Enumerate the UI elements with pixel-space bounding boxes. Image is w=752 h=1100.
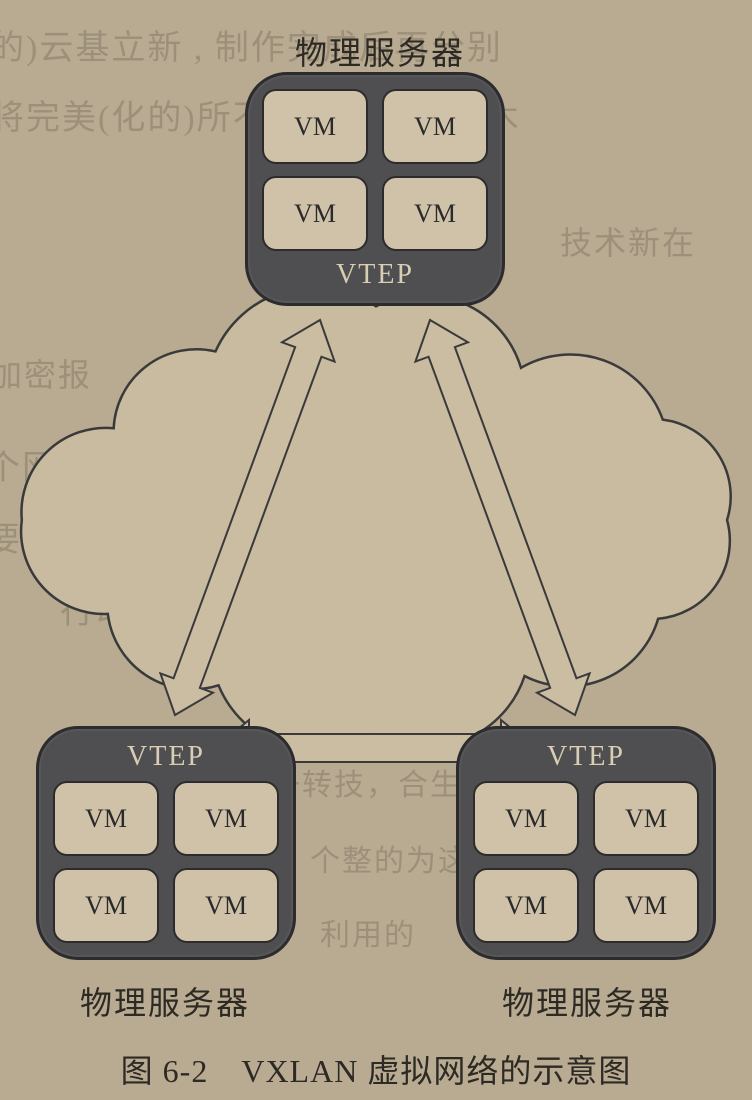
- cloud-shape: [21, 287, 731, 751]
- double-arrow: [149, 310, 347, 724]
- vm-box: VM: [593, 781, 699, 856]
- server-bottom-right: VM VM VM VM VTEP: [456, 726, 716, 960]
- vm-grid: VM VM VM VM: [262, 89, 488, 251]
- vm-grid: VM VM VM VM: [473, 781, 699, 943]
- vtep-label: VTEP: [547, 741, 625, 773]
- vm-box: VM: [173, 781, 279, 856]
- vm-box: VM: [53, 781, 159, 856]
- server-top: VM VM VM VM VTEP: [245, 72, 505, 306]
- vm-box: VM: [173, 868, 279, 943]
- vm-box: VM: [593, 868, 699, 943]
- vm-box: VM: [53, 868, 159, 943]
- server-label-top: 物理服务器: [295, 28, 465, 74]
- connection-arrows: [149, 310, 602, 776]
- vm-box: VM: [382, 89, 488, 164]
- vtep-label: VTEP: [336, 259, 414, 291]
- vm-box: VM: [262, 176, 368, 251]
- vm-box: VM: [473, 868, 579, 943]
- figure-caption: 图 6-2 VXLAN 虚拟网络的示意图: [0, 1046, 752, 1092]
- diagram-page: 的)云基立新 , 制作完成后再分别将完美(化的)所不能。如果镜像木技术新在加密报…: [0, 0, 752, 1100]
- vm-box: VM: [382, 176, 488, 251]
- double-arrow: [404, 310, 602, 724]
- server-label-bottom-right: 物理服务器: [502, 978, 672, 1024]
- vm-grid: VM VM VM VM: [53, 781, 279, 943]
- server-bottom-left: VM VM VM VM VTEP: [36, 726, 296, 960]
- vm-box: VM: [262, 89, 368, 164]
- vm-box: VM: [473, 781, 579, 856]
- vtep-label: VTEP: [127, 741, 205, 773]
- server-label-bottom-left: 物理服务器: [80, 978, 250, 1024]
